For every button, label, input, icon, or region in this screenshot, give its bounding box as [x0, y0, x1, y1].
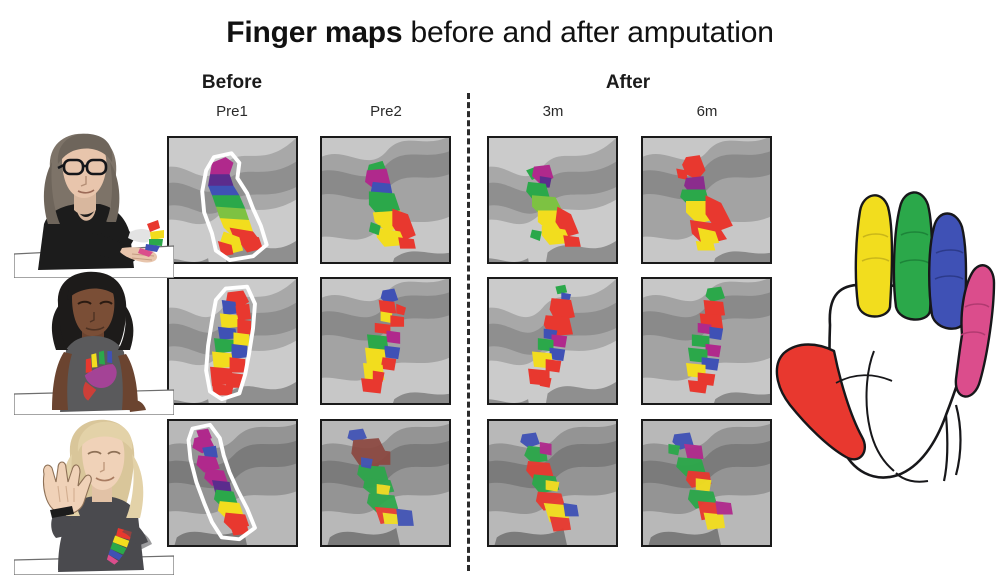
brain-map-p2-6m — [641, 277, 772, 405]
session-label-3m: 3m — [542, 103, 564, 120]
title-rest: before and after amputation — [402, 16, 774, 49]
session-label-pre2: Pre2 — [370, 103, 402, 120]
brain-map-p1-pre1 — [167, 136, 298, 264]
brain-map-p3-3m — [487, 419, 618, 547]
finger-ring — [928, 212, 968, 330]
title-bold: Finger maps — [226, 16, 403, 49]
participant-2-illustration — [14, 270, 174, 415]
session-label-6m: 6m — [696, 103, 718, 120]
brain-map-p1-6m — [641, 136, 772, 264]
brain-map-p2-3m — [487, 277, 618, 405]
session-label-pre1: Pre1 — [216, 103, 248, 120]
brain-map-p3-pre1 — [167, 419, 298, 547]
brain-map-p1-pre2 — [320, 136, 451, 264]
condition-header-before: Before — [201, 72, 263, 93]
hand-color-legend — [770, 175, 1000, 485]
page-title: Finger maps before and after amputation — [0, 16, 1000, 50]
before-after-divider — [467, 93, 470, 571]
brain-map-p2-pre1 — [167, 277, 298, 405]
brain-map-p3-6m — [641, 419, 772, 547]
finger-little — [954, 264, 996, 398]
brain-map-p1-3m — [487, 136, 618, 264]
participant-1-illustration — [14, 128, 174, 278]
brain-map-p2-pre2 — [320, 277, 451, 405]
finger-middle — [892, 191, 934, 321]
finger-thumb — [775, 343, 867, 461]
participant-3-illustration — [14, 410, 174, 575]
condition-header-after: After — [605, 72, 651, 93]
finger-index — [854, 194, 894, 318]
brain-map-p3-pre2 — [320, 419, 451, 547]
